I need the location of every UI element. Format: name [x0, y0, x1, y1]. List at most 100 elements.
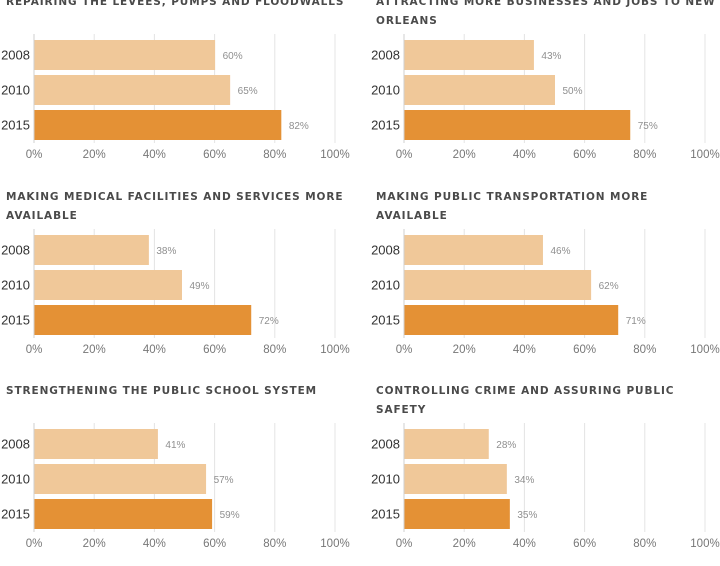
data-label: 82% — [289, 121, 309, 132]
category-label: 2015 — [371, 507, 400, 522]
chart-panel-transportation: MAKING PUBLIC TRANSPORTATION MORE AVAILA… — [370, 188, 720, 372]
bar-chart-transportation: 0% 20% 40% 60% 80% 100% 2008 46% 2010 62% 2015 71% — [371, 229, 720, 356]
data-label: 50% — [563, 86, 583, 97]
x-tick-label: 100% — [690, 538, 719, 550]
x-tick-label: 40% — [143, 149, 166, 161]
bar-2008 — [404, 429, 489, 459]
x-tick-label: 20% — [453, 344, 476, 356]
category-label: 2008 — [1, 243, 30, 258]
bar-2008 — [34, 429, 158, 459]
x-tick-label: 60% — [573, 149, 596, 161]
category-label: 2015 — [371, 313, 400, 328]
x-tick-label: 60% — [573, 538, 596, 550]
x-tick-label: 60% — [203, 344, 226, 356]
category-label: 2010 — [1, 83, 30, 98]
x-tick-label: 80% — [633, 344, 656, 356]
bar-2015 — [34, 110, 282, 140]
data-label: 34% — [514, 475, 534, 486]
data-label: 38% — [156, 246, 176, 257]
bar-chart-businesses: 0% 20% 40% 60% 80% 100% 2008 43% 2010 50% 2015 75% — [371, 34, 720, 161]
chart-panel-schools: STRENGTHENING THE PUBLIC SCHOOL SYSTEM 0… — [0, 382, 360, 566]
category-label: 2008 — [371, 437, 400, 452]
bar-2008 — [404, 40, 534, 70]
bar-2010 — [404, 270, 592, 300]
x-tick-label: 60% — [203, 149, 226, 161]
bar-chart-schools: 0% 20% 40% 60% 80% 100% 2008 41% 2010 57% 2015 59% — [1, 423, 350, 550]
bar-2008 — [34, 235, 149, 265]
category-label: 2010 — [371, 472, 400, 487]
x-tick-label: 80% — [263, 538, 286, 550]
bar-2010 — [34, 464, 207, 494]
bar-2015 — [404, 499, 510, 529]
x-tick-label: 0% — [396, 149, 413, 161]
data-label: 49% — [189, 281, 209, 292]
data-label: 35% — [517, 510, 537, 521]
data-label: 75% — [638, 121, 658, 132]
data-label: 46% — [550, 246, 570, 257]
category-label: 2015 — [371, 118, 400, 133]
chart-panel-levees: REPAIRING THE LEVEES, PUMPS AND FLOODWAL… — [0, 0, 360, 177]
category-label: 2015 — [1, 507, 30, 522]
x-tick-label: 20% — [83, 344, 106, 356]
x-tick-label: 40% — [143, 538, 166, 550]
chart-title: ATTRACTING MORE BUSINESSES AND JOBS TO N… — [376, 0, 716, 27]
x-tick-label: 80% — [263, 149, 286, 161]
chart-title: MAKING MEDICAL FACILITIES AND SERVICES M… — [6, 191, 344, 222]
x-tick-label: 100% — [320, 344, 349, 356]
x-tick-label: 80% — [633, 538, 656, 550]
bar-chart-levees: 0% 20% 40% 60% 80% 100% 2008 60% 2010 65% 2015 82% — [1, 34, 350, 161]
chart-title: MAKING PUBLIC TRANSPORTATION MORE AVAILA… — [376, 191, 649, 222]
x-tick-label: 100% — [320, 149, 349, 161]
x-tick-label: 100% — [690, 149, 719, 161]
x-tick-label: 60% — [203, 538, 226, 550]
category-label: 2010 — [1, 278, 30, 293]
chart-panel-businesses: ATTRACTING MORE BUSINESSES AND JOBS TO N… — [370, 0, 720, 177]
x-tick-label: 20% — [83, 149, 106, 161]
chart-panel-medical: MAKING MEDICAL FACILITIES AND SERVICES M… — [0, 188, 360, 372]
bar-2015 — [34, 499, 213, 529]
data-label: 62% — [599, 281, 619, 292]
data-label: 57% — [214, 475, 234, 486]
bar-2010 — [404, 75, 555, 105]
data-label: 65% — [238, 86, 258, 97]
chart-title: REPAIRING THE LEVEES, PUMPS AND FLOODWAL… — [6, 0, 345, 8]
category-label: 2008 — [1, 48, 30, 63]
x-tick-label: 0% — [26, 538, 43, 550]
bar-2008 — [404, 235, 543, 265]
bar-2010 — [34, 270, 182, 300]
x-tick-label: 100% — [690, 344, 719, 356]
x-tick-label: 0% — [396, 344, 413, 356]
bar-2010 — [404, 464, 507, 494]
x-tick-label: 0% — [26, 149, 43, 161]
x-tick-label: 40% — [143, 344, 166, 356]
bar-chart-crime: 0% 20% 40% 60% 80% 100% 2008 28% 2010 34% 2015 35% — [371, 423, 720, 550]
bar-2015 — [404, 305, 619, 335]
bar-2015 — [404, 110, 631, 140]
category-label: 2008 — [371, 48, 400, 63]
data-label: 28% — [496, 440, 516, 451]
category-label: 2010 — [371, 83, 400, 98]
bar-chart-medical: 0% 20% 40% 60% 80% 100% 2008 38% 2010 49% 2015 72% — [1, 229, 350, 356]
category-label: 2008 — [1, 437, 30, 452]
category-label: 2008 — [371, 243, 400, 258]
x-tick-label: 40% — [513, 538, 536, 550]
data-label: 72% — [259, 316, 279, 327]
bar-2015 — [34, 305, 252, 335]
x-tick-label: 0% — [396, 538, 413, 550]
data-label: 71% — [626, 316, 646, 327]
bar-2008 — [34, 40, 216, 70]
category-label: 2010 — [1, 472, 30, 487]
bar-2010 — [34, 75, 231, 105]
x-tick-label: 0% — [26, 344, 43, 356]
data-label: 43% — [541, 51, 561, 62]
chart-panel-crime: CONTROLLING CRIME AND ASSURING PUBLIC SA… — [370, 382, 720, 566]
x-tick-label: 100% — [320, 538, 349, 550]
category-label: 2010 — [371, 278, 400, 293]
chart-title: CONTROLLING CRIME AND ASSURING PUBLIC SA… — [376, 385, 675, 416]
x-tick-label: 80% — [263, 344, 286, 356]
data-label: 60% — [223, 51, 243, 62]
x-tick-label: 20% — [453, 149, 476, 161]
x-tick-label: 20% — [453, 538, 476, 550]
x-tick-label: 40% — [513, 344, 536, 356]
x-tick-label: 40% — [513, 149, 536, 161]
